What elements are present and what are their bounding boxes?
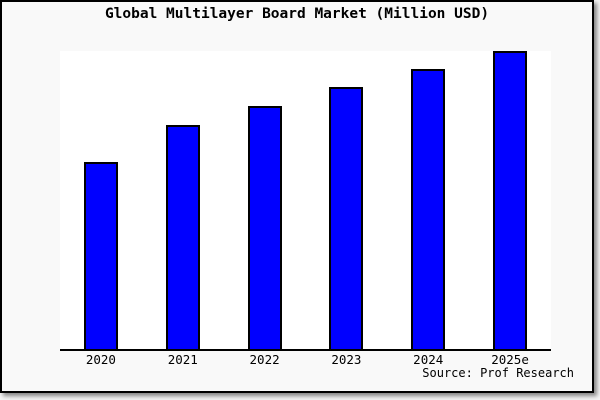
bar-2020 (83, 162, 118, 349)
bar-2025e (493, 51, 528, 349)
source-note: Source: Prof Research (422, 366, 574, 380)
plot-area (60, 51, 551, 351)
bar-2024 (411, 69, 446, 349)
bars (60, 51, 551, 349)
x-tick-label-2024: 2024 (413, 352, 444, 367)
x-tick-label-2020: 2020 (85, 352, 116, 367)
bar-slot-2022 (224, 51, 306, 349)
x-tick-label-2023: 2023 (331, 352, 362, 367)
bar-slot-2020 (60, 51, 142, 349)
bar-2022 (247, 106, 282, 349)
x-tick-label-2022: 2022 (249, 352, 280, 367)
bar-slot-2024 (387, 51, 469, 349)
bar-2023 (329, 87, 364, 349)
x-tick-label-2025e: 2025e (491, 352, 529, 367)
chart-widget: Global Multilayer Board Market (Million … (0, 0, 594, 393)
chart-title: Global Multilayer Board Market (Million … (104, 6, 490, 22)
x-tick-label-2021: 2021 (167, 352, 198, 367)
bar-2021 (165, 124, 200, 349)
bar-slot-2023 (305, 51, 387, 349)
bar-slot-2021 (142, 51, 224, 349)
x-axis-labels: 2020 2021 2022 2023 2024 2025e (60, 352, 551, 368)
bar-slot-2025e (469, 51, 551, 349)
